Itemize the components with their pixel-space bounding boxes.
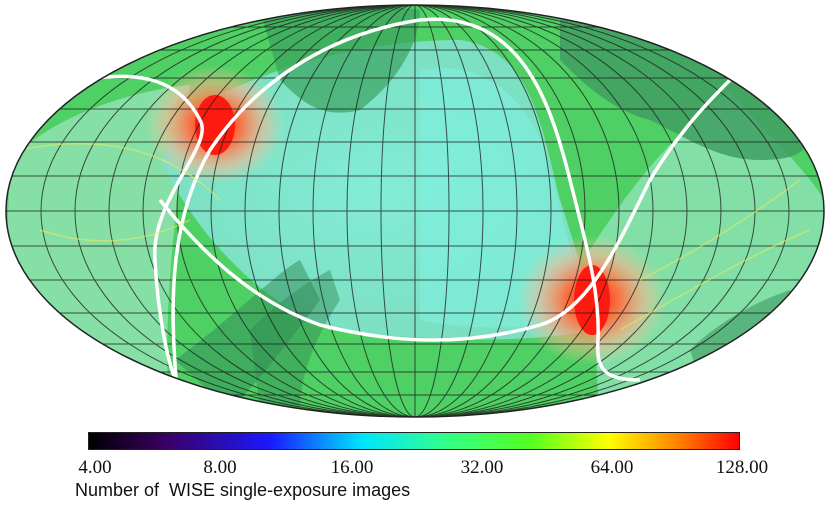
colorbar-tick-label: 64.00 — [590, 457, 634, 478]
colorbar-tick-label: 128.00 — [715, 457, 769, 478]
colorbar-tick-label: 4.00 — [78, 457, 112, 478]
colorbar — [88, 432, 740, 450]
colorbar-caption: Number of WISE single-exposure images — [75, 480, 411, 500]
colorbar-tick-label: 16.00 — [330, 457, 374, 478]
sky-coverage-map — [5, 4, 825, 418]
colorbar-tick-label: 32.00 — [460, 457, 504, 478]
white-boundary-lines — [84, 17, 732, 382]
colorbar-tick-label: 8.00 — [203, 457, 237, 478]
map-border — [5, 4, 825, 418]
